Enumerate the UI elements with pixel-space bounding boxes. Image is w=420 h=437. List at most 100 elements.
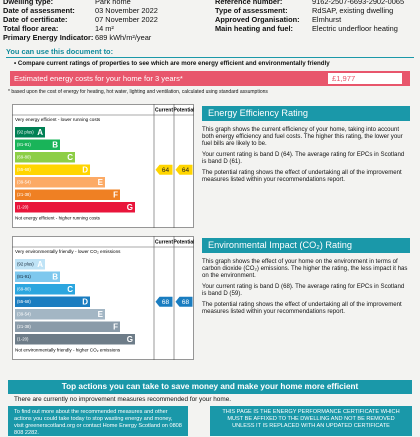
band-letter: A — [37, 260, 43, 269]
band-bar — [15, 271, 60, 282]
detail-value: Elmhurst — [312, 15, 342, 24]
detail-label: Total floor area: — [3, 24, 59, 33]
detail-value: 689 kWh/m²/year — [95, 33, 152, 42]
band-range: (55-68) — [17, 299, 31, 304]
band-letter: E — [98, 178, 104, 187]
cost-value: £1,977 — [328, 73, 402, 84]
band-letter: B — [52, 272, 58, 281]
rating-paragraph: The potential rating shows the effect of… — [202, 301, 402, 315]
column-label: Potential — [173, 107, 194, 113]
rating-value: 68 — [182, 299, 190, 306]
rating-arrow — [175, 296, 193, 307]
bullet-text: Compare current ratings of properties to… — [17, 60, 330, 67]
detail-value: 07 November 2022 — [95, 15, 158, 24]
band-range: (92 plus) — [17, 261, 34, 266]
detail-value: 9162-2507-6693-2902-0065 — [312, 0, 405, 6]
detail-value: 14 m² — [95, 24, 114, 33]
rating-arrow — [155, 296, 173, 307]
rating-paragraph: The potential rating shows the effect of… — [202, 169, 402, 183]
column-label: Potential — [173, 239, 194, 245]
band-bar — [15, 309, 105, 320]
band-bar — [15, 284, 75, 295]
band-bar — [15, 189, 120, 200]
rating-paragraph: This graph shows the effect of your home… — [202, 258, 408, 279]
rating-arrow — [175, 164, 193, 175]
detail-label: Type of assessment: — [215, 6, 288, 15]
band-bar — [15, 139, 60, 150]
band-letter: G — [127, 335, 133, 344]
rating-chart: Current Potential Very environmentally fri… — [12, 236, 194, 360]
band-range: (39-54) — [17, 179, 31, 184]
actions-text: There are currently no improvement measu… — [14, 396, 232, 403]
rating-paragraph: Your current rating is band D (68). The … — [202, 283, 405, 297]
band-range: (55-68) — [17, 167, 31, 172]
detail-label: Reference number: — [215, 0, 283, 6]
band-range: (1-20) — [17, 336, 29, 341]
cost-bar: Estimated energy costs for your home for… — [10, 71, 410, 86]
band-letter: F — [113, 322, 118, 331]
band-range: (69-80) — [17, 286, 31, 291]
band-bar — [15, 321, 120, 332]
band-letter: C — [67, 153, 73, 162]
band-bar — [15, 296, 90, 307]
band-bar — [15, 164, 90, 175]
column-label: Current — [155, 239, 173, 245]
band-letter: B — [52, 140, 58, 149]
band-range: (39-54) — [17, 311, 31, 316]
detail-label: Main heating and fuel: — [215, 24, 294, 33]
detail-label: Approved Organisation: — [215, 15, 300, 24]
detail-label: Date of assessment: — [3, 6, 75, 15]
detail-value: Electric underfloor heating — [312, 24, 398, 33]
band-bar — [15, 259, 45, 270]
band-bar — [15, 152, 75, 163]
bottom-note: Not energy efficient - higher running co… — [15, 216, 101, 221]
use-heading: You can use this document to: — [6, 46, 414, 58]
rating-heading: Environmental Impact (CO₂) Rating — [202, 238, 410, 253]
detail-value: Park home — [95, 0, 131, 6]
rating-value: 68 — [162, 299, 170, 306]
use-bullet: • Compare current ratings of properties … — [14, 60, 330, 67]
band-range: (21-38) — [17, 192, 31, 197]
band-bar — [15, 202, 135, 213]
band-bar — [15, 334, 135, 345]
rating-chart: Current Potential Very energy efficient - … — [12, 104, 194, 228]
band-letter: D — [82, 165, 88, 174]
rating-paragraph: Your current rating is band D (64). The … — [202, 151, 405, 165]
actions-heading: Top actions you can take to save money a… — [8, 380, 412, 394]
cost-note: * based upon the cost of energy for heat… — [8, 89, 268, 95]
band-range: (21-38) — [17, 324, 31, 329]
detail-label: Primary Energy Indicator: — [3, 33, 94, 42]
rating-section: Current Potential Very energy efficient - … — [0, 100, 420, 230]
cost-label: Estimated energy costs for your home for… — [14, 74, 183, 83]
rating-paragraph: This graph shows the current efficiency … — [202, 126, 403, 147]
column-label: Current — [155, 107, 173, 113]
rating-section: Current Potential Very environmentally fri… — [0, 232, 420, 362]
band-bar — [15, 177, 105, 188]
band-range: (1-20) — [17, 204, 29, 209]
band-bar — [15, 127, 45, 138]
bottom-note: Not environmentally friendly - higher CO… — [15, 348, 121, 353]
top-note: Very energy efficient - lower running co… — [15, 117, 101, 122]
band-letter: A — [37, 128, 43, 137]
detail-value: 03 November 2022 — [95, 6, 158, 15]
rating-value: 64 — [182, 167, 190, 174]
rating-text: Energy Efficiency Rating This graph shows… — [202, 106, 410, 187]
detail-label: Date of certificate: — [3, 15, 68, 24]
band-range: (69-80) — [17, 154, 31, 159]
rating-value: 64 — [162, 167, 170, 174]
band-letter: F — [113, 190, 118, 199]
band-range: (81-91) — [17, 274, 31, 279]
band-letter: C — [67, 285, 73, 294]
rating-heading: Energy Efficiency Rating — [202, 106, 410, 121]
band-range: (92 plus) — [17, 129, 34, 134]
rating-text: Environmental Impact (CO₂) Rating This gr… — [202, 238, 410, 319]
band-letter: E — [98, 310, 104, 319]
top-note: Very environmentally friendly - lower CO… — [15, 249, 121, 254]
footer-right: THIS PAGE IS THE ENERGY PERFORMANCE CERT… — [210, 406, 412, 436]
details: Dwelling type: Park home Date of assessmen… — [3, 0, 417, 43]
band-range: (81-91) — [17, 142, 31, 147]
rating-arrow — [155, 164, 173, 175]
detail-value: RdSAP, existing dwelling — [312, 6, 394, 15]
band-letter: D — [82, 297, 88, 306]
